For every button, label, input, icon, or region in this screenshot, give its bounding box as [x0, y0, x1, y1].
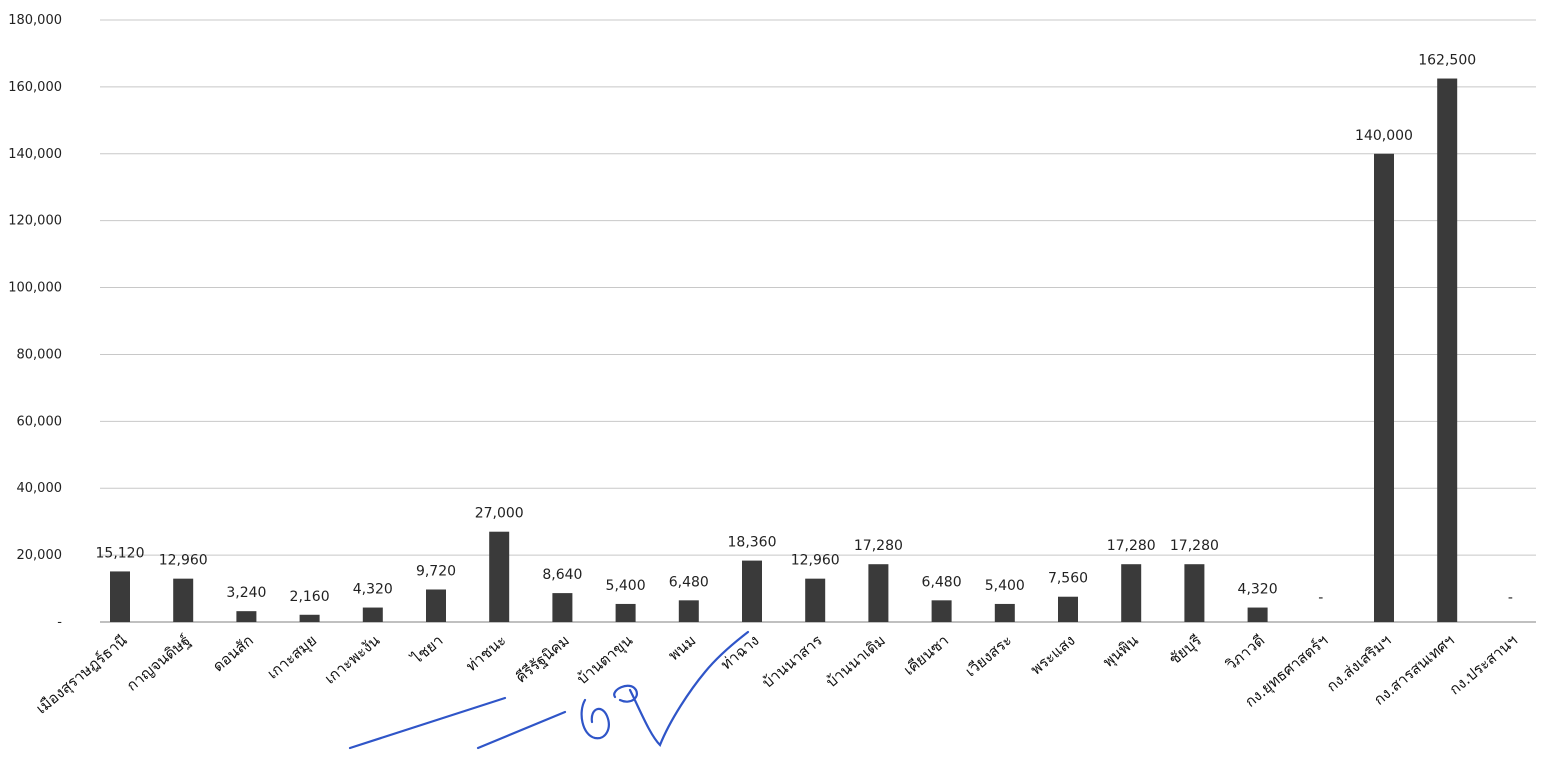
category-label: พุนพิน	[1099, 631, 1142, 671]
data-label: 12,960	[791, 553, 840, 569]
category-label: เกาะสมุย	[264, 631, 321, 683]
y-tick-label: 80,000	[17, 347, 63, 362]
gridlines	[100, 19, 1536, 623]
bar	[1184, 564, 1205, 622]
data-label: 8,640	[542, 567, 582, 583]
data-label: -	[1318, 590, 1323, 606]
y-tick-label: 140,000	[8, 147, 62, 162]
data-label: 17,280	[1107, 538, 1156, 554]
bars	[110, 78, 1458, 623]
y-axis-tick-labels: - 20,000 40,000 60,000 80,000 100,000 120,000 1…	[8, 13, 62, 630]
bar	[805, 578, 826, 622]
data-label: 6,480	[669, 574, 709, 590]
category-label: ดอนสัก	[209, 631, 257, 675]
category-label: เกาะพะงัน	[321, 631, 383, 687]
data-label: 6,480	[922, 574, 962, 590]
data-label: 27,000	[475, 506, 524, 522]
bar	[1121, 564, 1142, 622]
data-label: 15,120	[96, 545, 145, 561]
bar	[1437, 78, 1458, 623]
category-labels: เมืองสุราษฎร์ธานีกาญจนดิษฐ์ ดอนสัก เกาะสมุ…	[33, 631, 1521, 718]
data-label: 2,160	[290, 589, 330, 605]
data-label: 7,560	[1048, 571, 1088, 587]
data-label: 17,280	[854, 538, 903, 554]
category-label: กง.ประสานฯ	[1446, 631, 1521, 698]
bar	[1374, 153, 1394, 622]
bar	[868, 564, 889, 622]
bar	[173, 578, 194, 622]
data-label: -	[1508, 590, 1513, 606]
bar	[236, 611, 257, 622]
category-label: พระแสง	[1027, 631, 1079, 678]
category-label: คีรีรัฐนิคม	[512, 631, 573, 686]
category-label: วิภาวดี	[1222, 631, 1268, 674]
data-label: 9,720	[416, 563, 456, 579]
category-label: ชัยบุรี	[1165, 631, 1205, 669]
category-label: ไชยา	[407, 631, 446, 668]
bar	[615, 603, 636, 622]
y-tick-label: 120,000	[8, 214, 62, 229]
data-label: 18,360	[728, 535, 777, 551]
data-label: 12,960	[159, 553, 208, 569]
data-label: 140,000	[1355, 128, 1413, 144]
category-label: บ้านนาสาร	[759, 631, 826, 691]
y-tick-label: -	[57, 615, 62, 630]
bar	[110, 571, 130, 622]
category-label: ท่าชนะ	[462, 631, 509, 675]
y-tick-label: 100,000	[8, 281, 62, 296]
data-labels: 15,120 12,960 3,240 2,160 4,320 9,720 27,000 8,…	[96, 53, 1513, 606]
category-label: เคียนซา	[900, 631, 952, 679]
data-label: 5,400	[985, 578, 1025, 594]
pen-signature-loop	[580, 630, 750, 747]
category-label: บ้านตาขุน	[573, 631, 636, 689]
data-label: 4,320	[1238, 582, 1278, 598]
bar	[994, 603, 1015, 622]
bar	[362, 607, 383, 622]
bar	[426, 589, 446, 622]
y-tick-label: 180,000	[8, 13, 62, 28]
data-label: 3,240	[226, 585, 266, 601]
bar	[1058, 596, 1078, 622]
y-tick-label: 60,000	[17, 414, 63, 429]
bar	[552, 593, 573, 622]
handwritten-pen-marks	[348, 630, 750, 750]
y-tick-label: 20,000	[17, 548, 63, 563]
data-label: 162,500	[1418, 53, 1476, 69]
category-label: พนม	[665, 631, 700, 664]
category-label: เวียงสระ	[962, 631, 1016, 680]
bar	[931, 600, 952, 622]
bar	[299, 614, 320, 622]
category-label: เมืองสุราษฎร์ธานี	[33, 631, 132, 718]
data-label: 4,320	[353, 582, 393, 598]
data-label: 17,280	[1170, 538, 1219, 554]
y-tick-label: 160,000	[8, 80, 62, 95]
pen-stroke-long	[348, 696, 507, 750]
pen-stroke-short	[476, 710, 567, 750]
category-label: กาญจนดิษฐ์	[123, 631, 194, 694]
data-label: 5,400	[606, 578, 646, 594]
bar	[489, 531, 510, 622]
bar	[742, 560, 762, 622]
bar	[1247, 607, 1268, 622]
y-tick-label: 40,000	[17, 481, 63, 496]
category-label: บ้านนาเดิม	[823, 631, 889, 691]
bar	[678, 600, 699, 622]
